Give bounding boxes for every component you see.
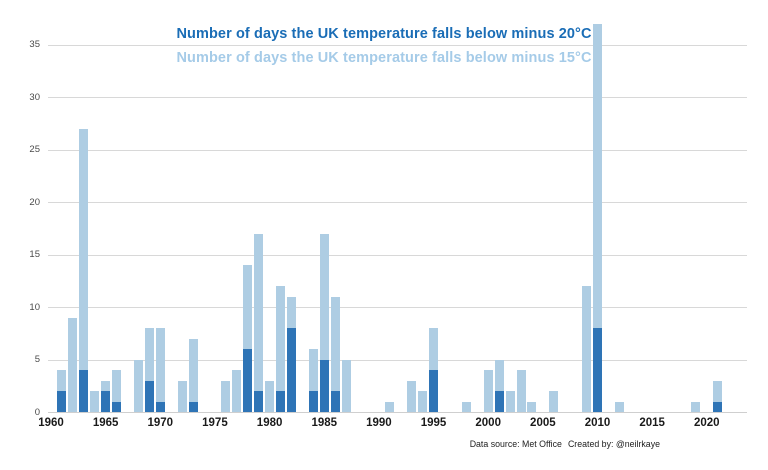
y-axis-tick-25: 25 — [29, 144, 40, 156]
bar-below15-1984 — [308, 349, 318, 412]
bar-below15-1979 — [254, 233, 264, 412]
bar-below20-1966 — [112, 401, 122, 412]
bar-below15-1986 — [330, 296, 340, 412]
bar-below15-1980 — [265, 380, 275, 412]
bar-below20-1979 — [254, 391, 264, 412]
bar-below15-1991 — [385, 401, 395, 412]
bar-below15-1993 — [407, 380, 417, 412]
bar-below15-1994 — [418, 391, 428, 412]
x-axis-tick-1975: 1975 — [202, 417, 228, 429]
bar-below15-1963 — [79, 128, 89, 412]
y-axis-tick-10: 10 — [29, 301, 40, 313]
data-source-label: Data source: Met Office — [469, 439, 562, 449]
x-axis-tick-1980: 1980 — [256, 417, 283, 429]
bar-below15-2004 — [527, 401, 537, 412]
bar-below20-2010 — [593, 328, 602, 412]
gridline-y-25 — [48, 149, 747, 151]
bar-below15-2002 — [505, 391, 515, 412]
bar-below15-2000 — [483, 370, 493, 412]
bar-below15-1972 — [177, 380, 187, 412]
chart-title-minus-20: Number of days the UK temperature falls … — [176, 26, 592, 42]
x-axis-tick-1965: 1965 — [92, 417, 119, 429]
x-axis-tick-1985: 1985 — [311, 417, 338, 429]
bar-below20-1965 — [101, 391, 111, 412]
bar-below15-1981 — [276, 286, 285, 412]
bar-below15-1978 — [243, 265, 253, 412]
bar-below15-1964 — [90, 391, 100, 412]
bar-below15-1995 — [429, 328, 439, 412]
bar-below20-1963 — [79, 370, 89, 412]
bar-below20-2001 — [494, 391, 504, 412]
bar-below15-1962 — [68, 317, 78, 412]
x-axis-tick-2005: 2005 — [530, 417, 556, 429]
bar-below20-1986 — [330, 391, 340, 412]
gridline-y-35 — [48, 44, 747, 46]
bar-below15-1973 — [188, 338, 198, 412]
bar-below15-2009 — [582, 286, 592, 412]
y-axis-tick-0: 0 — [34, 406, 40, 418]
bar-below15-2012 — [614, 401, 624, 412]
bar-below15-2019 — [691, 401, 701, 412]
y-axis-tick-30: 30 — [29, 91, 40, 103]
x-axis-tick-2010: 2010 — [584, 417, 611, 429]
gridline-y-30 — [48, 97, 747, 99]
chart-subtitle-minus-15: Number of days the UK temperature falls … — [176, 50, 592, 66]
y-axis-tick-5: 5 — [34, 354, 40, 366]
bar-below20-1969 — [144, 380, 154, 412]
bar-below15-1987 — [341, 359, 351, 412]
y-axis-tick-35: 35 — [29, 39, 40, 51]
bar-below15-1985 — [319, 233, 329, 412]
bar-below15-2010 — [593, 24, 602, 412]
bar-below20-2021 — [713, 401, 723, 412]
y-axis-tick-15: 15 — [29, 249, 40, 261]
bar-below20-1995 — [429, 370, 439, 412]
bar-below15-2001 — [494, 359, 504, 412]
x-axis-tick-2015: 2015 — [639, 417, 665, 429]
gridline-y-10 — [48, 307, 747, 309]
x-axis-tick-1990: 1990 — [366, 417, 392, 429]
x-axis-tick-2000: 2000 — [475, 417, 501, 429]
bar-below20-1970 — [155, 401, 165, 412]
bar-below15-2003 — [516, 370, 526, 412]
bar-below15-1976 — [221, 380, 231, 412]
bar-below20-1978 — [243, 349, 253, 412]
gridline-y-15 — [48, 254, 747, 256]
bar-below15-1968 — [133, 359, 143, 412]
bar-below15-1969 — [144, 328, 154, 412]
x-axis-tick-1970: 1970 — [147, 417, 174, 429]
gridline-y-0 — [48, 412, 747, 413]
bar-below15-1970 — [155, 328, 165, 412]
bar-below15-1977 — [232, 370, 242, 412]
bar-below15-2021 — [713, 380, 723, 412]
bar-below20-1961 — [57, 391, 67, 412]
bar-below20-1973 — [188, 401, 198, 412]
bar-below20-1981 — [276, 391, 285, 412]
bar-below20-1984 — [308, 391, 318, 412]
x-axis-tick-2020: 2020 — [694, 417, 720, 429]
credit-line: Data source: Met Office Created by: @neil… — [400, 439, 660, 449]
bar-below15-1966 — [112, 370, 122, 412]
created-by-label: Created by: @neilrkaye — [567, 439, 660, 449]
bar-below20-1985 — [319, 359, 329, 412]
bar-below15-1998 — [461, 401, 471, 412]
bar-below20-1982 — [287, 328, 296, 412]
y-axis-tick-20: 20 — [29, 196, 40, 208]
x-axis-tick-1960: 1960 — [38, 417, 64, 429]
bar-below15-2006 — [549, 391, 559, 412]
gridline-y-5 — [48, 359, 747, 361]
gridline-y-20 — [48, 202, 747, 204]
x-axis-tick-1995: 1995 — [420, 417, 447, 429]
